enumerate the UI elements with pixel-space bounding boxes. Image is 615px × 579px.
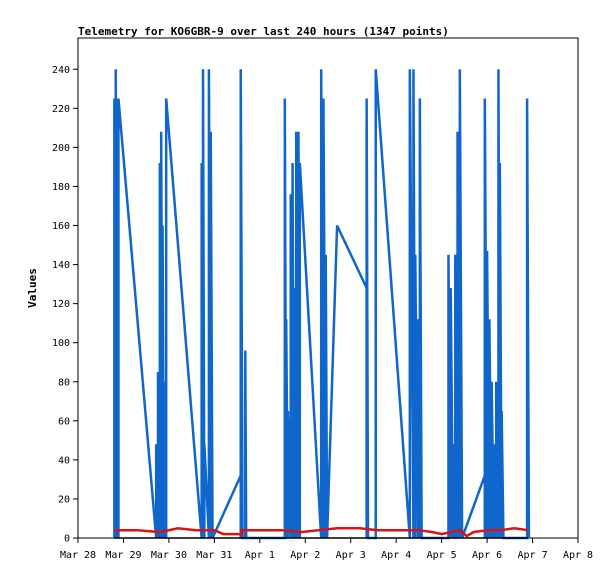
y-tick-label: 140	[52, 260, 70, 271]
y-tick-label: 20	[58, 494, 70, 505]
x-tick-label: Mar 31	[196, 550, 232, 561]
y-tick-label: 60	[58, 416, 70, 427]
x-tick-label: Mar 30	[151, 550, 187, 561]
x-tick-label: Apr 6	[472, 550, 502, 561]
y-tick-label: 180	[52, 182, 70, 193]
y-axis-label: Values	[26, 268, 39, 308]
x-tick-label: Mar 29	[105, 550, 141, 561]
x-tick-label: Apr 4	[381, 550, 411, 561]
x-axis: Mar 28 Mar 29 Mar 30 Mar 31 Apr 1 Apr 2 Apr 3 A…	[60, 538, 593, 561]
x-tick-label: Apr 7	[517, 550, 547, 561]
y-tick-label: 100	[52, 338, 70, 349]
x-tick-label: Apr 5	[427, 550, 457, 561]
series-line-1	[113, 69, 531, 540]
y-axis: 0 20 40 60 80 100 120 140 160 180 200 220 240	[52, 65, 78, 545]
y-tick-label: 200	[52, 143, 70, 154]
x-tick-label: Mar 28	[60, 550, 96, 561]
y-tick-label: 120	[52, 299, 70, 310]
x-tick-label: Apr 3	[336, 550, 366, 561]
series-layer	[113, 69, 531, 540]
x-tick-label: Apr 1	[245, 550, 275, 561]
chart-title: Telemetry for KO6GBR-9 over last 240 hou…	[78, 25, 449, 38]
y-tick-label: 160	[52, 221, 70, 232]
x-tick-label: Apr 8	[563, 550, 593, 561]
y-tick-label: 40	[58, 455, 70, 466]
series-line-2	[114, 526, 529, 538]
x-tick-label: Apr 2	[290, 550, 320, 561]
y-tick-label: 0	[64, 534, 70, 545]
y-tick-label: 220	[52, 104, 70, 115]
y-tick-label: 240	[52, 65, 70, 76]
y-tick-label: 80	[58, 377, 70, 388]
